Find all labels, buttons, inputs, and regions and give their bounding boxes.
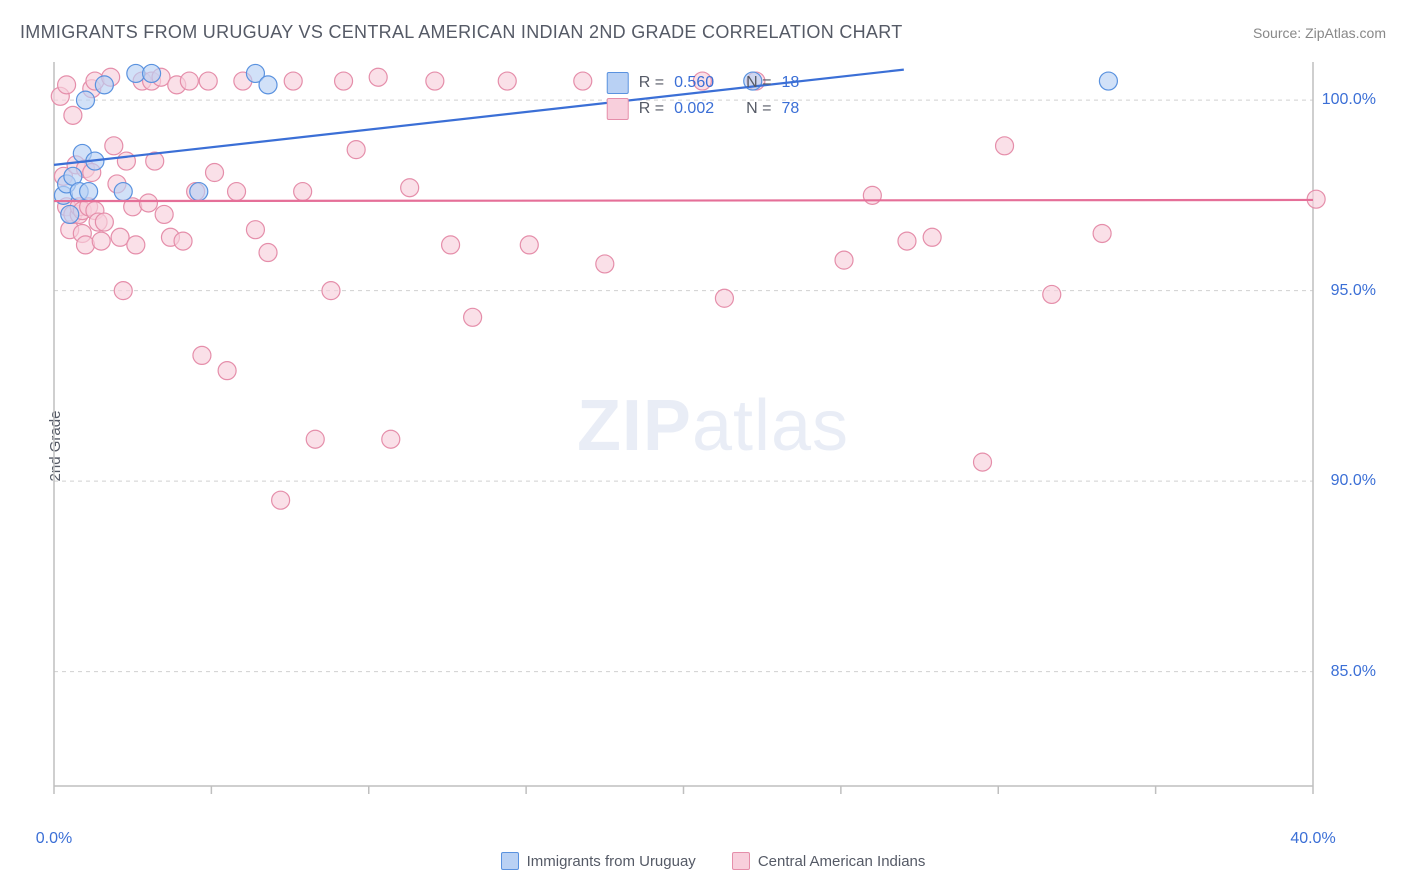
scatter-point bbox=[95, 76, 113, 94]
scatter-point bbox=[272, 491, 290, 509]
scatter-point bbox=[574, 72, 592, 90]
scatter-point bbox=[95, 213, 113, 231]
scatter-point bbox=[835, 251, 853, 269]
x-tick-label: 0.0% bbox=[36, 830, 72, 848]
source-attribution: Source: ZipAtlas.com bbox=[1253, 25, 1386, 41]
scatter-point bbox=[155, 205, 173, 223]
scatter-point bbox=[596, 255, 614, 273]
scatter-point bbox=[923, 228, 941, 246]
plot-svg bbox=[48, 56, 1378, 826]
series-legend: Immigrants from Uruguay Central American … bbox=[48, 852, 1378, 870]
legend-swatch bbox=[607, 98, 629, 120]
scatter-point bbox=[180, 72, 198, 90]
source-link[interactable]: ZipAtlas.com bbox=[1305, 25, 1386, 41]
scatter-point bbox=[347, 141, 365, 159]
scatter-point bbox=[401, 179, 419, 197]
scatter-point bbox=[139, 194, 157, 212]
scatter-point bbox=[76, 91, 94, 109]
scatter-point bbox=[1043, 285, 1061, 303]
scatter-point bbox=[61, 205, 79, 223]
legend-swatch bbox=[732, 852, 750, 870]
scatter-point bbox=[218, 362, 236, 380]
scatter-point bbox=[974, 453, 992, 471]
scatter-point bbox=[322, 282, 340, 300]
legend-row: R = 0.002N = 78 bbox=[603, 96, 804, 122]
y-tick-label: 95.0% bbox=[1331, 282, 1376, 300]
x-tick-label: 40.0% bbox=[1290, 830, 1335, 848]
scatter-point bbox=[64, 106, 82, 124]
scatter-point bbox=[498, 72, 516, 90]
scatter-point bbox=[426, 72, 444, 90]
scatter-point bbox=[80, 183, 98, 201]
scatter-point bbox=[464, 308, 482, 326]
scatter-point bbox=[382, 430, 400, 448]
scatter-point bbox=[335, 72, 353, 90]
legend-swatch bbox=[501, 852, 519, 870]
scatter-point bbox=[114, 282, 132, 300]
scatter-point bbox=[143, 64, 161, 82]
scatter-point bbox=[442, 236, 460, 254]
legend-item: Immigrants from Uruguay bbox=[501, 852, 696, 870]
y-tick-label: 85.0% bbox=[1331, 663, 1376, 681]
scatter-plot: ZIPatlas 85.0%90.0%95.0%100.0% 0.0%40.0% bbox=[48, 56, 1378, 826]
scatter-point bbox=[117, 152, 135, 170]
scatter-point bbox=[259, 76, 277, 94]
scatter-point bbox=[76, 236, 94, 254]
scatter-point bbox=[105, 137, 123, 155]
regression-line bbox=[54, 200, 1313, 201]
correlation-legend: R = 0.560N = 18R = 0.002N = 78 bbox=[603, 70, 804, 122]
scatter-point bbox=[193, 346, 211, 364]
scatter-point bbox=[1099, 72, 1117, 90]
scatter-point bbox=[520, 236, 538, 254]
scatter-point bbox=[206, 164, 224, 182]
chart-title: IMMIGRANTS FROM URUGUAY VS CENTRAL AMERI… bbox=[20, 22, 903, 43]
legend-row: R = 0.560N = 18 bbox=[603, 70, 804, 96]
scatter-point bbox=[1093, 224, 1111, 242]
scatter-point bbox=[246, 221, 264, 239]
scatter-point bbox=[190, 183, 208, 201]
scatter-point bbox=[92, 232, 110, 250]
scatter-point bbox=[174, 232, 192, 250]
scatter-point bbox=[58, 76, 76, 94]
y-tick-label: 90.0% bbox=[1331, 472, 1376, 490]
scatter-point bbox=[306, 430, 324, 448]
scatter-point bbox=[199, 72, 217, 90]
scatter-point bbox=[127, 236, 145, 254]
legend-swatch bbox=[607, 72, 629, 94]
legend-item: Central American Indians bbox=[732, 852, 926, 870]
scatter-point bbox=[259, 244, 277, 262]
scatter-point bbox=[715, 289, 733, 307]
scatter-point bbox=[294, 183, 312, 201]
y-tick-label: 100.0% bbox=[1322, 91, 1376, 109]
scatter-point bbox=[863, 186, 881, 204]
scatter-point bbox=[284, 72, 302, 90]
scatter-point bbox=[996, 137, 1014, 155]
scatter-point bbox=[114, 183, 132, 201]
scatter-point bbox=[898, 232, 916, 250]
scatter-point bbox=[369, 68, 387, 86]
scatter-point bbox=[228, 183, 246, 201]
